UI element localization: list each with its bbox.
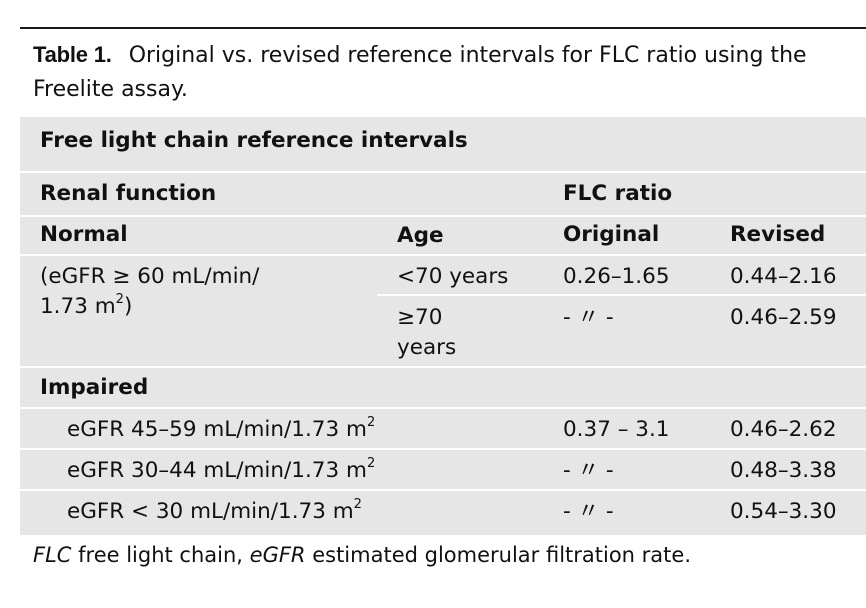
caption-label: Table 1. (33, 42, 112, 67)
row-divider (20, 215, 866, 217)
caption-text: Original vs. revised reference intervals… (33, 43, 807, 102)
top-rule (20, 27, 866, 29)
impaired-row1-label: eGFR 45–59 mL/min/1.73 m2 (67, 414, 376, 442)
row-divider (20, 254, 866, 256)
impaired-row1-original: 0.37 – 3.1 (563, 417, 670, 442)
normal-row1-age: <70 years (397, 264, 509, 289)
row-divider (20, 489, 866, 491)
footnote-abbr-egfr: eGFR (249, 543, 306, 567)
impaired-row2-label: eGFR 30–44 mL/min/1.73 m2 (67, 455, 376, 483)
header-normal: Normal (40, 222, 128, 247)
footnote-abbr-flc: FLC (33, 543, 72, 567)
header-renal-function: Renal function (40, 181, 217, 206)
normal-row2-original: - 〃 - (563, 305, 614, 330)
table-caption: Table 1. Original vs. revised reference … (33, 38, 848, 107)
impaired-row3-label: eGFR < 30 mL/min/1.73 m2 (67, 496, 362, 524)
impaired-label: Impaired (40, 375, 149, 400)
impaired-row3-revised: 0.54–3.30 (730, 499, 837, 524)
normal-row2-age-line2: years (397, 335, 457, 360)
row-divider (377, 294, 866, 296)
row-divider (20, 366, 866, 368)
normal-row1-revised: 0.44–2.16 (730, 264, 837, 289)
impaired-row3-original: - 〃 - (563, 499, 614, 524)
impaired-row2-revised: 0.48–3.38 (730, 458, 837, 483)
normal-row2-age-line1: ≥70 (397, 305, 443, 330)
row-divider (20, 407, 866, 409)
normal-row1-original: 0.26–1.65 (563, 264, 670, 289)
row-divider (20, 171, 866, 173)
table-title: Free light chain reference intervals (40, 128, 468, 153)
impaired-row2-original: - 〃 - (563, 458, 614, 483)
normal-row2-revised: 0.46–2.59 (730, 305, 837, 330)
header-age: Age (397, 223, 444, 248)
row-divider (20, 448, 866, 450)
header-revised: Revised (730, 222, 826, 247)
normal-description-line1: (eGFR ≥ 60 mL/min/ (40, 264, 260, 289)
normal-description-line2: 1.73 m2) (40, 291, 133, 319)
reference-intervals-table: Free light chain reference intervals Ren… (20, 117, 866, 535)
header-original: Original (563, 222, 660, 247)
header-flc-ratio: FLC ratio (563, 181, 673, 206)
impaired-row1-revised: 0.46–2.62 (730, 417, 837, 442)
table-footnote: FLC free light chain, eGFR estimated glo… (33, 543, 691, 567)
